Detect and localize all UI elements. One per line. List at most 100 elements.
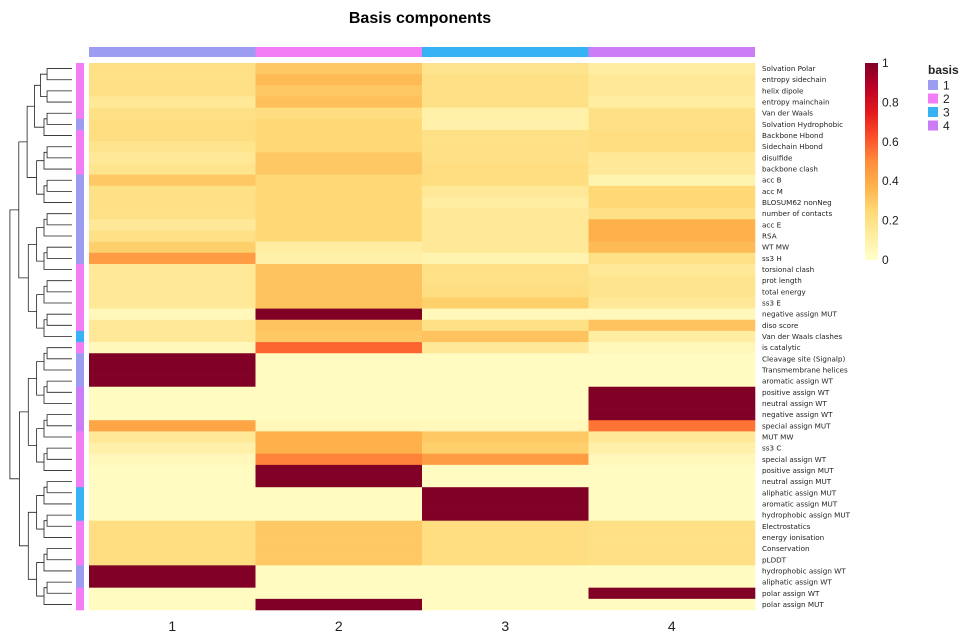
heatmap-cell <box>89 442 256 455</box>
dendrogram-branch <box>46 90 72 103</box>
color-scale-tick-label: 0 <box>882 253 889 267</box>
heatmap-cell <box>588 420 756 432</box>
row-label: aromatic assign MUT <box>762 499 838 508</box>
row-label: aliphatic assign WT <box>762 578 832 587</box>
row-annotation-cell <box>76 554 84 566</box>
heatmap-cell <box>588 498 756 510</box>
dendrogram-branch <box>46 146 72 159</box>
heatmap-cell <box>422 96 589 108</box>
row-label: Van der Waals <box>762 109 813 118</box>
column-annotation-cell <box>255 47 422 57</box>
heatmap-cell <box>255 364 423 376</box>
heatmap-cell <box>89 196 256 209</box>
color-scale-tick-label: 0.6 <box>882 135 899 149</box>
legend-swatch <box>928 120 938 131</box>
heatmap-cell <box>255 286 423 298</box>
heatmap-cell <box>255 554 423 566</box>
dendrogram-branch <box>43 419 72 438</box>
heatmap-cell <box>255 263 423 276</box>
heatmap-cell <box>588 487 756 499</box>
heatmap-cell <box>422 442 589 455</box>
heatmap-cell <box>588 431 756 443</box>
heatmap-cell <box>89 263 256 276</box>
dendrogram-branch <box>43 151 72 170</box>
dendrogram-branch <box>43 386 72 404</box>
row-label: special assign WT <box>762 455 827 464</box>
dendrogram-branch <box>46 280 72 293</box>
dendrogram-branch <box>43 553 72 572</box>
heatmap-cell <box>89 420 256 432</box>
heatmap-cell <box>89 464 256 477</box>
heatmap-cell <box>89 386 256 399</box>
heatmap-cell <box>422 531 589 544</box>
heatmap-cell <box>89 319 256 332</box>
heatmap-cell <box>422 598 589 611</box>
column-label: 4 <box>668 618 676 634</box>
dendrogram-branch <box>46 179 72 192</box>
heatmap-cell <box>422 431 589 443</box>
heatmap-cell <box>255 308 423 321</box>
heatmap-cell <box>588 96 756 108</box>
heatmap-cell <box>255 85 423 97</box>
row-annotation-cell <box>76 74 84 86</box>
heatmap-cell <box>255 129 423 142</box>
legend-swatch <box>928 80 938 90</box>
row-label: negative assign WT <box>762 410 833 419</box>
dendrogram-branch <box>43 486 72 505</box>
legend-item-label: 2 <box>943 92 950 106</box>
heatmap-cell <box>422 263 589 276</box>
heatmap-cell <box>255 375 423 388</box>
heatmap-cell <box>588 275 756 287</box>
column-annotation-cell <box>588 47 755 57</box>
heatmap-cell <box>588 252 756 265</box>
heatmap-cell <box>422 576 589 588</box>
heatmap-cell <box>255 241 423 254</box>
row-label: polar assign MUT <box>762 600 824 609</box>
heatmap-cell <box>255 196 423 209</box>
heatmap-cell <box>422 208 589 220</box>
heatmap-cell <box>89 174 256 187</box>
row-label: RSA <box>762 232 777 241</box>
heatmap-cell <box>255 420 423 432</box>
row-label: MUT MW <box>762 432 793 441</box>
heatmap-cell <box>89 543 256 555</box>
heatmap-cell <box>255 185 423 198</box>
heatmap-cell <box>588 509 756 521</box>
heatmap-cell <box>255 230 423 242</box>
row-annotation-cell <box>76 431 84 443</box>
dendrogram-branch <box>36 361 44 396</box>
heatmap-cell <box>255 118 423 131</box>
row-annotation-cell <box>76 241 84 254</box>
heatmap-cell <box>588 531 756 544</box>
heatmap-cell <box>588 319 756 332</box>
column-labels: 1 2 3 4 <box>168 618 676 634</box>
row-label: neutral assign MUT <box>762 477 832 486</box>
heatmap-cell <box>588 565 756 577</box>
color-scale-tick-label: 0.4 <box>882 174 899 188</box>
row-label: positive assign MUT <box>762 466 834 475</box>
dendrogram-branch <box>46 347 72 360</box>
dendrogram-branch <box>18 141 29 279</box>
row-annotation-cell <box>76 174 84 187</box>
row-label: aromatic assign WT <box>762 377 833 386</box>
row-label: prot length <box>762 276 802 285</box>
heatmap-cell <box>89 107 256 120</box>
row-annotation-cell <box>76 543 84 555</box>
row-label: hydrophobic assign MUT <box>762 511 851 520</box>
dendrogram-branch <box>46 481 72 494</box>
heatmap-cell <box>255 152 423 164</box>
heatmap-cell <box>588 263 756 276</box>
heatmap-cell <box>422 308 589 321</box>
heatmap-cell <box>422 286 589 298</box>
row-annotation-cell <box>76 118 84 131</box>
dendrogram-branch <box>46 380 72 393</box>
legend-title: basis <box>928 63 959 77</box>
heatmap-cell <box>255 520 423 533</box>
heatmap-cell <box>422 252 589 265</box>
row-label: entropy mainchain <box>762 98 830 107</box>
color-scale-tick-label: 0.8 <box>882 95 899 109</box>
heatmap-cell <box>422 554 589 566</box>
heatmap-cell <box>588 397 756 410</box>
heatmap-cell <box>89 74 256 86</box>
heatmap-cell <box>422 275 589 287</box>
